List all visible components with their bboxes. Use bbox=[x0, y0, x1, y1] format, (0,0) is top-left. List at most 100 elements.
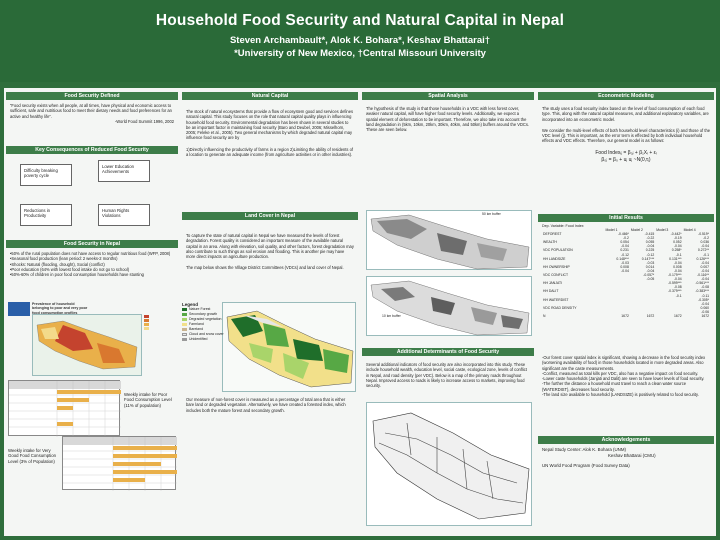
results-table-cell: -0.1 bbox=[675, 252, 682, 257]
acknowledgements-title: Acknowledgements bbox=[538, 436, 714, 444]
results-table-row: -0.08 -0.08 bbox=[542, 285, 710, 289]
results-table-cell: -0.04 bbox=[701, 277, 709, 282]
land-cover-block: To capture the state of natural capital … bbox=[182, 220, 358, 298]
results-table-cell: N bbox=[543, 313, 546, 318]
results-table-cell: -0.305* bbox=[698, 297, 709, 302]
legend-item-bareland: Bareland bbox=[182, 327, 224, 332]
legend-title: Legend bbox=[182, 302, 199, 307]
results-table-row: -0.04 -0.04 -0.04 -0.04 bbox=[542, 269, 710, 273]
land-cover-map-area: Legend Nature Forest Secondary growth De… bbox=[182, 298, 358, 418]
econometric-block: The study uses a food security index bas… bbox=[538, 100, 714, 214]
results-table-row: VDC ROAD DENSITY 0.060 bbox=[542, 306, 710, 310]
natural-capital-text: The stock of natural ecosystems that pro… bbox=[186, 109, 354, 141]
results-bullet: -Lower caste households (Janjati and Dal… bbox=[542, 376, 705, 382]
results-table-row: HH LANDSIZE 0.148*** 0.147*** 0.131*** 0.126… bbox=[542, 257, 710, 261]
results-table-cell: -0.04 bbox=[621, 268, 629, 273]
legend-swatch bbox=[182, 317, 187, 321]
results-table-cell: -0.04 bbox=[673, 268, 682, 273]
poster-title: Household Food Security and Natural Capi… bbox=[155, 12, 565, 29]
results-table-row: VDC POPULATION 0.231 0.225 0.258* 0.272** bbox=[542, 248, 710, 252]
results-table-cell: -0.179*** bbox=[668, 273, 682, 278]
legend-swatch bbox=[182, 327, 187, 331]
legend-item-degraded-vegetation: Degraded vegetation bbox=[182, 317, 224, 322]
food-security-quote-block: “Food security exists when all people, a… bbox=[6, 100, 178, 146]
results-table-cell: 0.272** bbox=[697, 248, 709, 253]
model-equation-2: β₀ⱼ = β₀ + uⱼ uⱼ ~N(0,τⱼ) bbox=[601, 156, 651, 163]
results-table-cell: -0.08 bbox=[701, 285, 709, 290]
initial-results-title: Initial Results bbox=[538, 214, 714, 222]
results-table-row: -0.05 -0.04 -0.04 bbox=[542, 277, 710, 281]
legend-item-secondary-growth: Secondary growth bbox=[182, 312, 224, 317]
results-table-cell: -0.04 bbox=[701, 260, 709, 265]
results-table-cell: -0.561*** bbox=[695, 281, 709, 286]
results-table-cell: 0.008 bbox=[620, 264, 629, 269]
consequences-title: Key Consequences of Reduced Food Securit… bbox=[6, 146, 178, 154]
results-table-cell: -0.466* bbox=[617, 232, 629, 237]
results-table-cell: 0.126*** bbox=[696, 256, 709, 261]
results-table-row: -0.12 -0.12 -0.1 -0.1 bbox=[542, 253, 710, 257]
good-intake-table bbox=[62, 436, 177, 491]
legend-item-farmland: Farmland bbox=[182, 322, 224, 327]
results-table-cell: VDC CONFLICT bbox=[543, 273, 569, 278]
results-table-row: HH OWNERSHIP 0.008 0.014 0.008 0.007 bbox=[542, 265, 710, 269]
results-table-block: Dep. Variable: Food Index Model 1 Model … bbox=[538, 222, 714, 352]
results-table-cell: -0.116** bbox=[696, 273, 709, 278]
results-table-row: -0.04 bbox=[542, 302, 710, 306]
buffer-label-50km: 50 km buffer bbox=[482, 212, 501, 216]
food-security-nepal-title: Food Security in Nepal bbox=[6, 240, 178, 248]
weekly-intake-poor: Weekly intake for Poor Food Consumption … bbox=[124, 392, 172, 408]
ack-line-1: Nepal Study Center: Alok K. Bohara (UNM) bbox=[542, 447, 626, 452]
results-table-cell: -0.04 bbox=[646, 244, 655, 249]
land-cover-map-text: The map below shows the Village District… bbox=[186, 265, 344, 271]
consequence-box-2: Lower Education Achievements bbox=[98, 160, 150, 182]
legend-swatch bbox=[182, 312, 187, 316]
additional-determinants-title: Additional Determinants of Food Security bbox=[362, 348, 534, 356]
results-table-cell: 0.052 bbox=[673, 240, 682, 245]
additional-determinants-text: Several additional indicators of food se… bbox=[366, 362, 527, 389]
land-cover-legend: Legend Nature Forest Secondary growth De… bbox=[182, 302, 224, 342]
poster-authors: Steven Archambault*, Alok K. Bohara*, Ke… bbox=[229, 35, 491, 46]
results-table-cell: 0.231 bbox=[620, 248, 629, 253]
results-table-cell: -0.03 bbox=[646, 260, 655, 265]
legend-swatch bbox=[182, 322, 187, 326]
results-table-cell: 1672 bbox=[701, 313, 709, 318]
legend-swatch bbox=[182, 307, 187, 311]
column-1: Food Security Defined “Food security exi… bbox=[6, 92, 178, 491]
results-table-cell: -0.06 bbox=[701, 309, 709, 314]
results-bullet: -The further the distance a household mu… bbox=[542, 381, 687, 392]
results-table-cell: HH JANJATI bbox=[543, 281, 562, 286]
results-table-cell: HH WATERDIST bbox=[543, 297, 569, 302]
results-table-cell: -0.442* bbox=[670, 232, 682, 237]
results-table-row: HH DALIT -0.379*** -0.383*** bbox=[542, 289, 710, 293]
results-table-row: DEFOREST -0.466* -0.415 -0.442* -0.519* bbox=[542, 232, 710, 236]
results-table-header: Model 1 Model 2 Model 3 Model 4 bbox=[605, 228, 696, 232]
results-table-cell: 1672 bbox=[674, 313, 682, 318]
results-table-cell: -0.03 bbox=[621, 260, 629, 265]
consequence-box-1: Difficulty breaking poverty cycle bbox=[20, 164, 72, 186]
results-table-row: -0.1 -0.11 bbox=[542, 294, 710, 298]
results-table-cell: -0.04 bbox=[701, 268, 709, 273]
wfp-logo bbox=[8, 302, 30, 316]
consequence-box-3: Reductions in Productivity bbox=[20, 204, 72, 226]
results-table-row: WEALTH 0.054 0.055 0.052 0.036 bbox=[542, 240, 710, 244]
legend-swatch bbox=[182, 332, 187, 336]
results-table-cell: -0.415 bbox=[644, 232, 655, 237]
results-table-cell: -0.057* bbox=[643, 273, 655, 278]
results-table-cell: -0.05 bbox=[646, 277, 655, 282]
natural-capital-title: Natural Capital bbox=[182, 92, 358, 100]
land-cover-text: To capture the state of natural capital … bbox=[186, 233, 354, 260]
spatial-analysis-title: Spatial Analysis bbox=[362, 92, 534, 100]
spatial-analysis-text: The hypothesis of the study is that thos… bbox=[366, 106, 530, 133]
results-table-row: -0.2 -0.22 -0.19 -0.2 bbox=[542, 236, 710, 240]
results-table-cell: 0.008 bbox=[673, 264, 682, 269]
results-bullet: -The land size available to household (L… bbox=[542, 392, 699, 398]
results-table-cell: 0.148*** bbox=[616, 256, 629, 261]
map-legend bbox=[144, 314, 178, 331]
poster-affiliation: *University of New Mexico, †Central Miss… bbox=[234, 48, 486, 59]
nepal-bullet: •50%-60% of children in poor food consum… bbox=[10, 272, 144, 278]
nepal-bullet: •Seasonal food production (lean period: … bbox=[10, 256, 118, 262]
results-table-body: DEFOREST -0.466* -0.415 -0.442* -0.519* -0.2-… bbox=[542, 232, 710, 318]
land-cover-map-svg bbox=[226, 310, 354, 388]
results-table-cell: HH DALIT bbox=[543, 289, 559, 294]
results-table-cell: VDC ROAD DENSITY bbox=[543, 305, 577, 310]
